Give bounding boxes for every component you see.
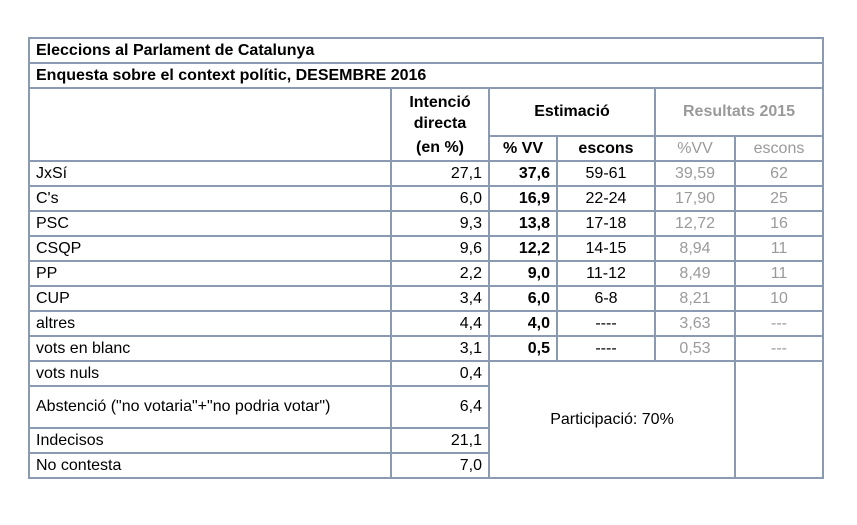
vv-value: 4,0 — [488, 310, 558, 337]
party-name: PSC — [28, 210, 392, 237]
intencio-value: 4,4 — [390, 310, 490, 337]
table-row: Abstenció ("no votaria"+"no podria votar… — [28, 385, 823, 429]
vv2015-value: 8,21 — [654, 285, 736, 312]
vv-value: 13,8 — [488, 210, 558, 237]
vv-value: 9,0 — [488, 260, 558, 287]
vv-value: 37,6 — [488, 160, 558, 187]
vv-value: 0,5 — [488, 335, 558, 362]
escons2015-value: --- — [733, 310, 825, 337]
vv2015-value: 8,49 — [654, 260, 736, 287]
intencio-value: 0,4 — [390, 360, 490, 387]
escons-value: ---- — [556, 310, 656, 337]
table-row: altres 4,4 4,0 ---- 3,63 --- — [28, 310, 825, 337]
escons-value: 14-15 — [556, 235, 656, 262]
vv-value: 12,2 — [488, 235, 558, 262]
escons2015-value: 11 — [733, 235, 825, 262]
row-label: No contesta — [28, 452, 392, 479]
table-row: Indecisos 21,1 — [28, 427, 823, 454]
row-label: Abstenció ("no votaria"+"no podria votar… — [28, 385, 392, 429]
party-name: CSQP — [28, 235, 392, 262]
table-row: CUP 3,4 6,0 6-8 8,21 10 — [28, 285, 825, 312]
escons2015-value: 11 — [733, 260, 825, 287]
header-estimacio: Estimació — [488, 87, 656, 137]
escons2015-value: --- — [733, 335, 825, 362]
vv2015-value: 0,53 — [654, 335, 736, 362]
vv2015-value: 8,94 — [654, 235, 736, 262]
party-name: C's — [28, 185, 392, 212]
table-row: CSQP 9,6 12,2 14-15 8,94 11 — [28, 235, 825, 262]
intencio-value: 6,4 — [390, 385, 490, 429]
intencio-value: 6,0 — [390, 185, 490, 212]
header-resultats: Resultats 2015 — [653, 87, 825, 137]
intencio-value: 2,2 — [390, 260, 490, 287]
survey-table: Eleccions al Parlament de Catalunya Enqu… — [27, 37, 825, 479]
empty-cell — [733, 360, 825, 479]
escons-value: 22-24 — [556, 185, 656, 212]
vv-value: 16,9 — [488, 185, 558, 212]
table-row: JxSí 27,1 37,6 59-61 39,59 62 — [28, 160, 825, 187]
escons-value: 6-8 — [556, 285, 656, 312]
header-escons2015: escons — [733, 135, 825, 162]
table-row: C's 6,0 16,9 22-24 17,90 25 — [28, 185, 825, 212]
party-name: PP — [28, 260, 392, 287]
party-name: altres — [28, 310, 392, 337]
intencio-value: 9,6 — [390, 235, 490, 262]
table-subtitle: Enquesta sobre el context polític, DESEM… — [27, 62, 825, 89]
escons-value: 17-18 — [556, 210, 656, 237]
vv2015-value: 3,63 — [654, 310, 736, 337]
header-vv: % VV — [488, 135, 558, 162]
vv2015-value: 39,59 — [654, 160, 736, 187]
escons2015-value: 16 — [733, 210, 825, 237]
escons2015-value: 62 — [733, 160, 825, 187]
party-name: vots en blanc — [28, 335, 392, 362]
row-label: vots nuls — [28, 360, 392, 387]
intencio-value: 27,1 — [390, 160, 490, 187]
table-title: Eleccions al Parlament de Catalunya — [27, 37, 825, 64]
escons2015-value: 10 — [733, 285, 825, 312]
party-name: JxSí — [28, 160, 392, 187]
header-intencio: Intenció directa — [390, 87, 490, 136]
table-row: vots nuls 0,4 Participació: 70% — [28, 360, 825, 479]
header-vv2015: %VV — [654, 135, 736, 162]
table-row: No contesta 7,0 — [28, 452, 823, 479]
escons-value: 11-12 — [556, 260, 656, 287]
participacio-cell: Participació: 70% — [488, 360, 736, 479]
party-name: CUP — [28, 285, 392, 312]
vv-value: 6,0 — [488, 285, 558, 312]
intencio-value: 3,1 — [390, 335, 490, 362]
escons2015-value: 25 — [733, 185, 825, 212]
table-row: PSC 9,3 13,8 17-18 12,72 16 — [28, 210, 825, 237]
vv2015-value: 12,72 — [654, 210, 736, 237]
intencio-value: 21,1 — [390, 427, 490, 454]
intencio-value: 9,3 — [390, 210, 490, 237]
header-escons: escons — [556, 135, 656, 162]
table-row: vots en blanc 3,1 0,5 ---- 0,53 --- — [28, 335, 825, 362]
escons-value: 59-61 — [556, 160, 656, 187]
table-row: PP 2,2 9,0 11-12 8,49 11 — [28, 260, 825, 287]
intencio-value: 7,0 — [390, 452, 490, 479]
vv2015-value: 17,90 — [654, 185, 736, 212]
header-intencio-unit: (en %) — [390, 136, 490, 162]
row-label: Indecisos — [28, 427, 392, 454]
escons-value: ---- — [556, 335, 656, 362]
intencio-value: 3,4 — [390, 285, 490, 312]
header-blank — [28, 87, 392, 162]
